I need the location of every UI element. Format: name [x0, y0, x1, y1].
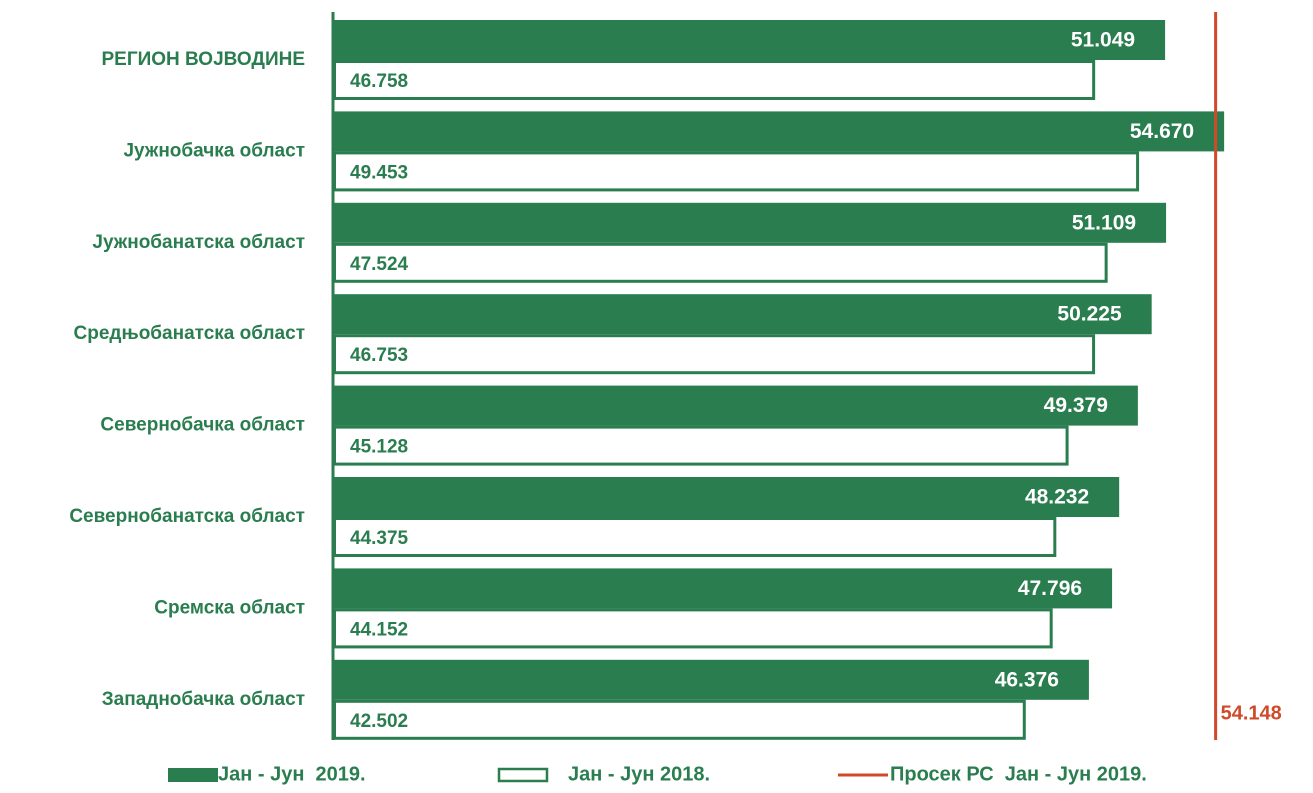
category-label: Средњобанатска област — [74, 323, 305, 344]
value-label: 44.375 — [350, 528, 409, 549]
bar — [333, 699, 1026, 740]
bar — [333, 60, 1096, 100]
value-label: 42.502 — [350, 711, 408, 732]
category-label: Западнобачка област — [102, 689, 305, 710]
bar — [333, 242, 1108, 283]
legend-label: Просек РС Јан - Јун 2019. — [890, 763, 1147, 785]
value-label: 47.796 — [1018, 577, 1082, 600]
value-label: 47.524 — [350, 254, 409, 275]
legend-label: Јан - Јун 2018. — [568, 763, 710, 785]
bar — [333, 477, 1120, 517]
category-label: Сремска област — [154, 597, 305, 618]
value-label: 50.225 — [1057, 303, 1122, 326]
value-label: 46.753 — [350, 345, 408, 366]
value-label: 46.376 — [995, 668, 1059, 691]
bar — [333, 385, 1138, 426]
bar — [333, 568, 1113, 609]
bar — [333, 151, 1140, 192]
bar — [333, 20, 1166, 60]
bar — [333, 608, 1053, 649]
legend-swatch — [497, 767, 549, 783]
bar — [333, 111, 1225, 152]
legend-swatch — [168, 768, 218, 782]
value-label: 49.453 — [350, 162, 408, 183]
category-label: Јужнобачка област — [123, 140, 305, 161]
category-label: РЕГИОН ВОЈВОДИНЕ — [101, 49, 305, 70]
value-label: 45.128 — [350, 437, 408, 458]
bar — [333, 659, 1089, 700]
bar — [333, 202, 1167, 243]
value-label: 46.758 — [350, 71, 408, 92]
reference-label: 54.148 — [1221, 702, 1282, 724]
value-label: 44.152 — [350, 619, 408, 640]
value-label: 51.049 — [1071, 29, 1135, 52]
category-label: Јужнобанатска област — [92, 232, 305, 253]
legend-label: Јан - Јун 2019. — [218, 763, 366, 785]
bar — [333, 294, 1152, 335]
bar — [333, 517, 1057, 557]
bar — [333, 425, 1069, 466]
value-label: 49.379 — [1044, 394, 1108, 417]
category-label: Севернобанатска област — [69, 506, 305, 527]
value-label: 48.232 — [1025, 486, 1089, 509]
category-label: Севернобачка област — [100, 415, 305, 436]
bar — [333, 334, 1096, 375]
value-label: 54.670 — [1130, 120, 1194, 143]
value-label: 51.109 — [1072, 211, 1136, 234]
